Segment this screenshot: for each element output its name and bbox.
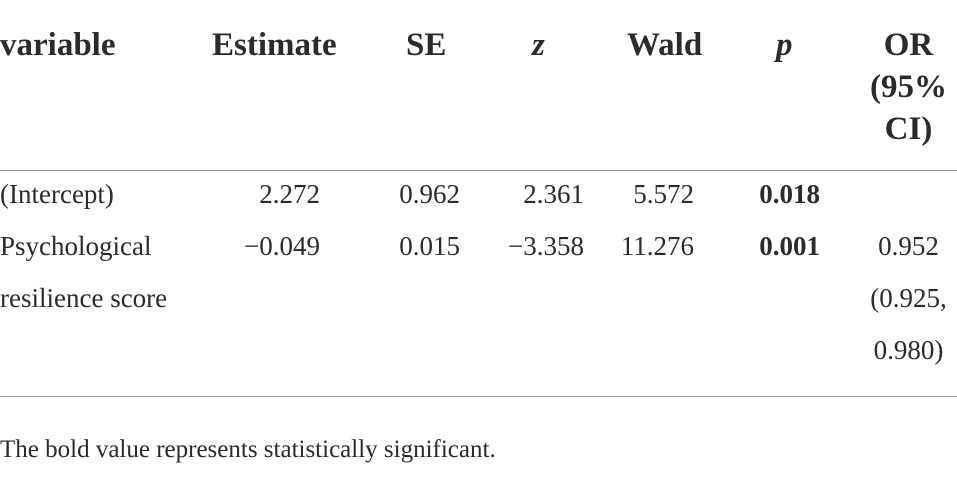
row2-se: 0.015: [399, 231, 460, 261]
row2-wald: 11.276: [620, 231, 694, 261]
row1-variable: (Intercept): [0, 179, 114, 209]
row2-z: −3.358: [508, 231, 584, 261]
row1-se: 0.962: [399, 179, 460, 209]
header-or-line2: (95%: [870, 69, 947, 105]
row2-or-line1: 0.952: [878, 231, 939, 261]
row2-variable-line1: Psychological: [0, 231, 152, 261]
bottom-rule: [0, 396, 957, 397]
header-se: SE: [406, 27, 447, 63]
row2-p: 0.001: [759, 231, 820, 261]
table-footnote: The bold value represents statistically …: [0, 436, 496, 463]
header-or-line3: CI): [884, 111, 933, 147]
row1-wald: 5.572: [633, 179, 694, 209]
row2-or-line2: (0.925,: [870, 283, 947, 313]
row2-variable-line2: resilience score: [0, 283, 168, 313]
header-rule: [0, 170, 957, 171]
header-z: z: [532, 27, 545, 63]
row1-p: 0.018: [759, 179, 820, 209]
row2-estimate: −0.049: [244, 231, 320, 261]
header-estimate: Estimate: [212, 27, 337, 63]
row1-estimate: 2.272: [259, 179, 320, 209]
header-or-line1: OR: [883, 27, 934, 63]
row1-z: 2.361: [523, 179, 584, 209]
header-p: p: [776, 27, 793, 63]
header-wald: Wald: [627, 27, 703, 63]
row2-or-line3: 0.980): [873, 335, 944, 365]
header-variable: variable: [0, 27, 116, 63]
